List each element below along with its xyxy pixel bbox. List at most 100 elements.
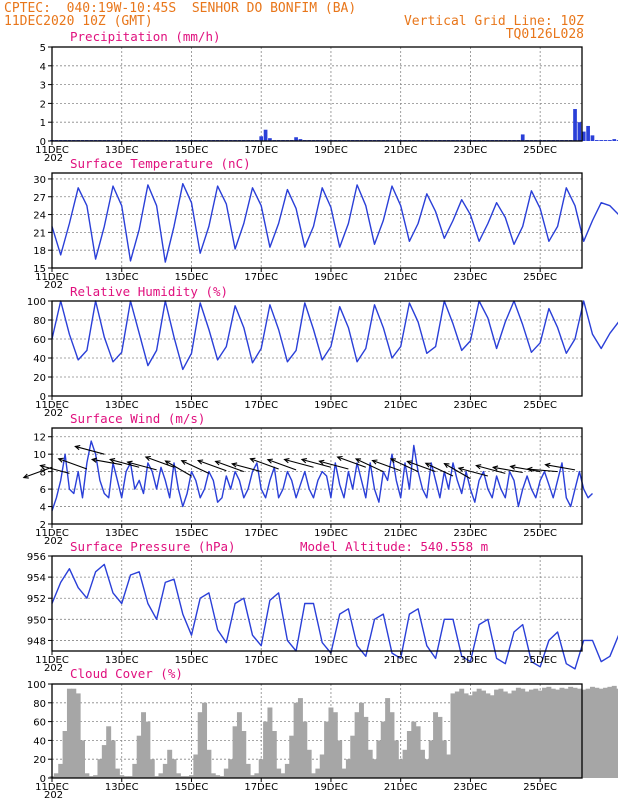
cloud-bar-56 <box>293 702 299 778</box>
wind-xtick-label-4: 19DEC <box>314 528 348 539</box>
rh-xtick-label-7: 25DEC <box>523 400 557 411</box>
cloud-ytick-label-1: 20 <box>33 755 46 766</box>
cloud-bar-109 <box>524 691 530 778</box>
cloud-bar-99 <box>481 690 486 778</box>
header-model-id: TQ0126L028 <box>505 27 584 42</box>
wind-arrow-20 <box>371 459 401 472</box>
wind-arrow-16 <box>300 458 332 468</box>
wind-arrow-24 <box>443 462 471 480</box>
cloud-bar-101 <box>489 695 495 778</box>
cloud-bar-82 <box>406 731 412 778</box>
cloud-bar-118 <box>563 688 569 778</box>
cloud-bar-6 <box>75 693 81 778</box>
temp-ytick-label-3: 24 <box>33 211 46 222</box>
rh-ytick-label-4: 80 <box>33 316 46 327</box>
rh-frame <box>51 300 583 397</box>
pres-frame <box>51 555 583 652</box>
cloud-xtick-label-6: 23DEC <box>454 782 488 793</box>
precip-bar-126 <box>599 140 604 141</box>
temp-title: Surface Temperature (nC) <box>70 156 251 171</box>
wind-arrow-5 <box>108 458 140 468</box>
cloud-bar-35 <box>202 702 208 778</box>
cloud-bar-123 <box>585 688 591 778</box>
wind-arrow-15 <box>283 458 314 468</box>
cloud-bar-115 <box>550 688 556 778</box>
temp-xtick-label-4: 19DEC <box>314 272 348 283</box>
wind-xtick-label-3: 17DEC <box>244 528 278 539</box>
rh-xtick-label-0: 11DEC <box>35 400 69 411</box>
precip-ytick-label-0: 0 <box>40 137 46 148</box>
precip-xtick-label-2: 15DEC <box>175 145 209 156</box>
precip-bar-128 <box>608 140 612 141</box>
precip-bar-127 <box>603 140 608 141</box>
cloud-bar-113 <box>542 687 547 778</box>
cloud-bar-122 <box>581 689 587 778</box>
cloud-bar-29 <box>175 773 181 778</box>
pres-ytick-label-2: 952 <box>27 594 46 605</box>
wind-ytick-label-5: 12 <box>33 433 46 444</box>
temp-xtick-label-7: 25DEC <box>523 272 557 283</box>
cloud-bar-104 <box>502 691 508 778</box>
wind-arrow-17 <box>318 459 349 470</box>
cloud-bar-87 <box>428 740 434 778</box>
cloud-bar-10 <box>93 775 99 778</box>
cloud-bar-28 <box>171 759 177 778</box>
cloud-year-fragment: 202 <box>44 790 63 800</box>
precip-bar-48 <box>259 136 264 141</box>
cloud-bar-79 <box>393 740 399 778</box>
cloud-bar-61 <box>315 768 321 778</box>
rh-ytick-label-5: 100 <box>27 297 46 308</box>
cloud-bar-18 <box>127 776 133 778</box>
wind-vectors <box>22 444 576 480</box>
cloud-bar-49 <box>263 721 269 778</box>
cloud-bar-112 <box>537 690 543 778</box>
precip-ytick-label-5: 5 <box>40 43 46 54</box>
precip-bar-125 <box>594 140 599 141</box>
temp-ytick-label-4: 27 <box>33 193 46 204</box>
cloud-bar-85 <box>419 749 425 778</box>
cloud-bar-39 <box>219 776 225 778</box>
cloud-bar-67 <box>341 768 347 778</box>
precip-year-fragment: 202 <box>44 153 63 164</box>
cloud-bar-32 <box>188 775 194 778</box>
cloud-bar-23 <box>149 759 155 778</box>
rh-ytick-label-1: 20 <box>33 373 46 384</box>
cloud-bar-19 <box>132 763 138 778</box>
pres-xtick-label-2: 15DEC <box>175 655 209 666</box>
precip-ytick-label-3: 3 <box>40 81 46 92</box>
header-grid-note: Vertical Grid Line: 10Z <box>403 14 584 29</box>
cloud-bar-8 <box>84 773 90 778</box>
cloud-xtick-label-5: 21DEC <box>384 782 418 793</box>
cloud-bar-81 <box>402 749 408 778</box>
cloud-bar-4 <box>66 688 72 778</box>
cloud-bar-2 <box>58 763 64 778</box>
cloud-bar-58 <box>302 721 308 778</box>
cloud-bar-90 <box>441 740 447 778</box>
cloud-bar-80 <box>398 759 404 778</box>
cloud-bar-38 <box>215 775 221 778</box>
rh-xtick-label-1: 13DEC <box>105 400 139 411</box>
cloud-xtick-label-3: 17DEC <box>244 782 278 793</box>
cloud-bar-34 <box>197 712 203 778</box>
cloud-bar-77 <box>385 698 391 778</box>
cloud-bar-129 <box>611 685 617 778</box>
cloud-title: Cloud Cover (%) <box>70 666 183 681</box>
pres-xtick-label-1: 13DEC <box>105 655 139 666</box>
cloud-bar-83 <box>411 721 417 778</box>
cloud-bar-64 <box>328 707 334 778</box>
wind-ytick-label-2: 6 <box>40 485 46 496</box>
cloud-bar-30 <box>180 776 186 778</box>
wind-xtick-label-2: 15DEC <box>175 528 209 539</box>
cloud-panel: 0 20 40 60 80 100 11DEC 13DEC 15DEC 17DEC 19DEC 21D… <box>27 666 618 800</box>
wind-xtick-label-5: 21DEC <box>384 528 418 539</box>
cloud-xtick-label-0: 11DEC <box>35 782 69 793</box>
precip-xtick-label-3: 17DEC <box>244 145 278 156</box>
cloud-bar-74 <box>372 759 378 778</box>
cloud-bar-16 <box>119 775 125 778</box>
cloud-bar-94 <box>459 688 465 778</box>
precip-xtick-label-1: 13DEC <box>105 145 139 156</box>
cloud-bar-121 <box>576 688 582 778</box>
wind-arrow-7 <box>144 455 175 468</box>
wind-xtick-label-1: 13DEC <box>105 528 139 539</box>
cloud-bar-55 <box>289 735 295 778</box>
